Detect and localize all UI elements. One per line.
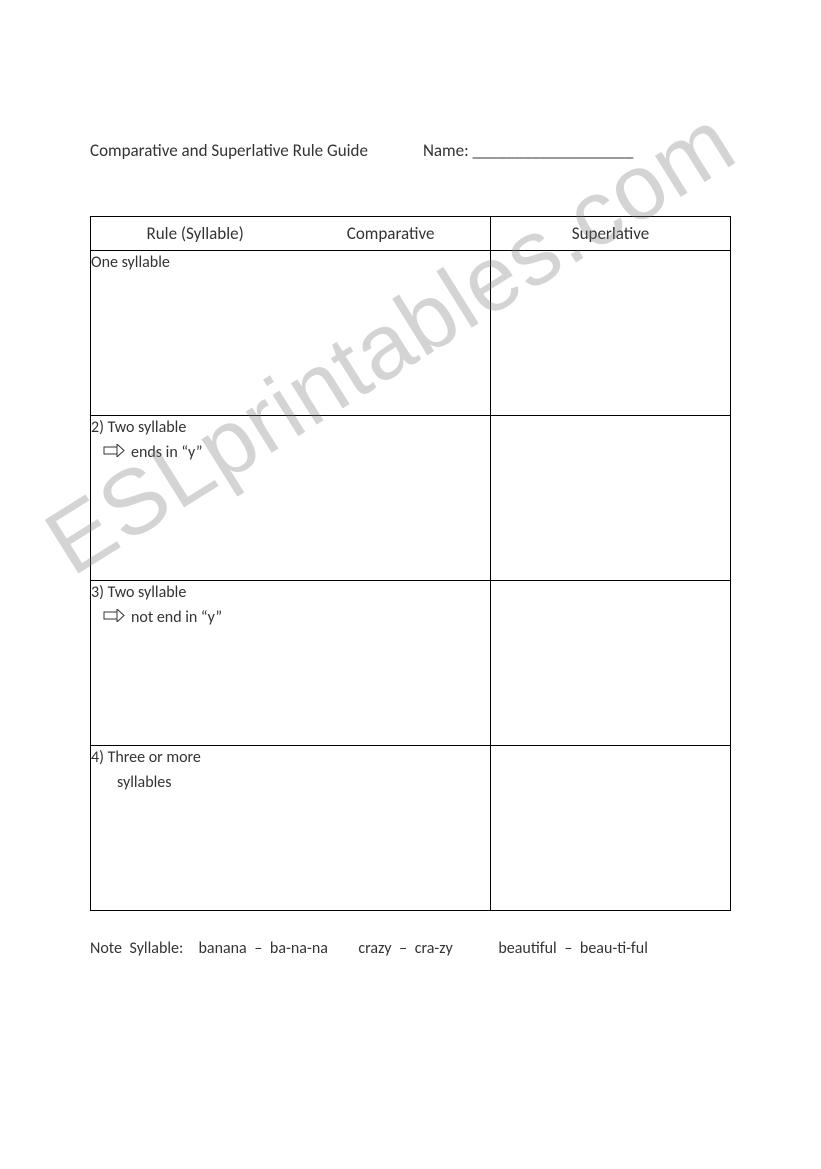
rule-subtext: syllables (117, 771, 490, 796)
rule-cell-2: 2) Two syllable ends in “y” (91, 416, 491, 581)
rules-table: Rule (Syllable) Comparative Superlative … (90, 216, 731, 911)
table-row: One syllable (91, 251, 731, 416)
col-rule-label: Rule (Syllable) (147, 223, 244, 244)
page-title: Comparative and Superlative Rule Guide (90, 140, 368, 161)
arrow-right-icon (103, 606, 125, 631)
rule-subtext: ends in “y” (131, 441, 202, 466)
superlative-cell-1 (491, 251, 731, 416)
rule-text: 2) Two syllable (91, 416, 490, 441)
worksheet-page: Comparative and Superlative Rule Guide N… (0, 0, 821, 958)
table-row: 2) Two syllable ends in “y” (91, 416, 731, 581)
header-row: Comparative and Superlative Rule Guide N… (90, 140, 731, 161)
col-rule-comparative: Rule (Syllable) Comparative (91, 217, 491, 251)
rule-cell-1: One syllable (91, 251, 491, 416)
rule-text: 3) Two syllable (91, 581, 490, 606)
table-header-row: Rule (Syllable) Comparative Superlative (91, 217, 731, 251)
rule-cell-3: 3) Two syllable not end in “y” (91, 581, 491, 746)
name-field-label: Name: ___________________ (423, 140, 633, 161)
rule-subline: not end in “y” (103, 606, 490, 631)
rule-text: 4) Three or more (91, 746, 490, 771)
superlative-cell-3 (491, 581, 731, 746)
col-comparative-label: Comparative (347, 223, 435, 244)
col-superlative: Superlative (491, 217, 731, 251)
rule-subtext: not end in “y” (131, 606, 222, 631)
rule-text: One syllable (91, 251, 490, 276)
footer-note: Note Syllable: banana – ba-na-na crazy –… (90, 939, 731, 958)
arrow-right-icon (103, 441, 125, 466)
rule-cell-4: 4) Three or more syllables (91, 746, 491, 911)
superlative-cell-2 (491, 416, 731, 581)
table-row: 4) Three or more syllables (91, 746, 731, 911)
table-row: 3) Two syllable not end in “y” (91, 581, 731, 746)
rule-subline: ends in “y” (103, 441, 490, 466)
superlative-cell-4 (491, 746, 731, 911)
